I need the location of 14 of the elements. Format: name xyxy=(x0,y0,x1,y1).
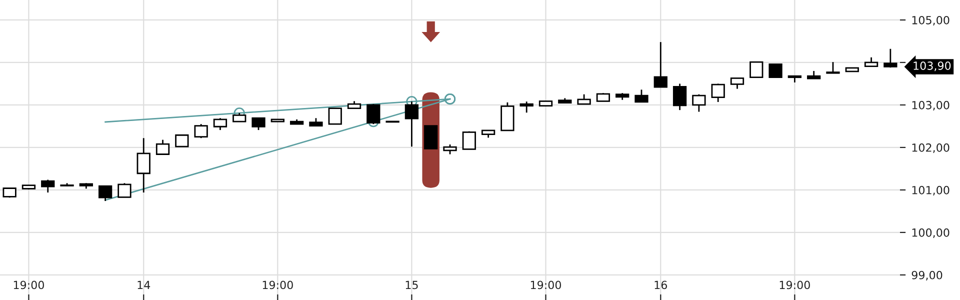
y-tick-label: 103,00 xyxy=(912,100,950,110)
y-tick-label: 101,00 xyxy=(912,186,950,196)
x-tick-label: 19:00 xyxy=(530,280,562,290)
x-tick-label: 19:00 xyxy=(262,280,293,290)
x-tick-label: 16 xyxy=(654,280,668,290)
y-tick-label: 102,00 xyxy=(912,143,950,153)
x-tick-label: 15 xyxy=(406,280,418,290)
x-tick-label: 19:00 xyxy=(14,280,44,290)
x-tick-label: 19:00 xyxy=(780,280,810,290)
y-tick-label: 100,00 xyxy=(912,228,950,238)
x-tick-label: 14 xyxy=(138,280,150,289)
text: 103,90 xyxy=(914,62,951,72)
y-tick-label: 105,00 xyxy=(912,16,950,26)
y-tick-label: 99,00 xyxy=(912,270,942,280)
